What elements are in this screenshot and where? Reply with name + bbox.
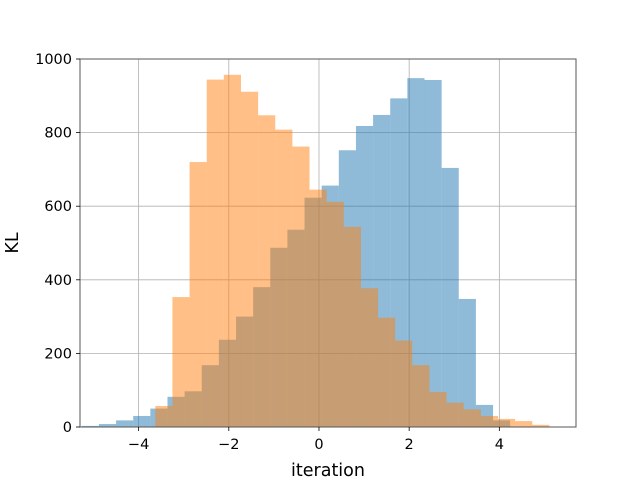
histogram-bar-series-2 bbox=[463, 409, 481, 427]
x-tick-label: 4 bbox=[495, 437, 504, 453]
histogram-bar-series-2 bbox=[240, 91, 259, 427]
histogram-bar-series-2 bbox=[223, 74, 241, 427]
histogram-bar-series-2 bbox=[189, 162, 207, 428]
histogram-bar-series-2 bbox=[395, 340, 413, 427]
histogram-bar-series-2 bbox=[497, 418, 516, 427]
histogram-bar-series-2 bbox=[429, 392, 447, 427]
histogram-bar-series-1 bbox=[458, 298, 476, 427]
histogram-bar-series-2 bbox=[292, 146, 310, 428]
histogram-bar-series-2 bbox=[275, 129, 293, 427]
histogram-bar-series-1 bbox=[81, 425, 99, 427]
y-tick-label: 600 bbox=[44, 199, 72, 215]
y-axis-label: KL bbox=[3, 232, 23, 253]
histogram-bar-series-2 bbox=[378, 317, 396, 427]
y-tick-label: 800 bbox=[44, 126, 72, 142]
histogram-bar-series-1 bbox=[116, 420, 134, 427]
histogram-bar-series-2 bbox=[206, 79, 224, 427]
histogram-bars bbox=[81, 74, 550, 428]
histogram-bar-series-2 bbox=[309, 189, 327, 427]
histogram-bar-series-2 bbox=[326, 201, 344, 427]
x-tick-label: 2 bbox=[405, 437, 414, 453]
histogram-bar-series-2 bbox=[515, 421, 533, 427]
y-tick-label: 400 bbox=[44, 273, 72, 289]
x-tick-label: −4 bbox=[128, 437, 149, 453]
histogram-bar-series-1 bbox=[133, 415, 151, 427]
histogram-bar-series-2 bbox=[155, 406, 173, 427]
y-tick-label: 1000 bbox=[35, 52, 72, 68]
histogram-bar-series-2 bbox=[480, 415, 498, 427]
y-tick-label: 0 bbox=[63, 420, 72, 436]
histogram-bar-series-1 bbox=[441, 167, 459, 428]
x-tick-label: −2 bbox=[218, 437, 239, 453]
plot-frame bbox=[79, 58, 577, 428]
x-tick-label: 0 bbox=[314, 437, 323, 453]
histogram-bar-series-1 bbox=[424, 79, 442, 427]
histogram-bar-series-2 bbox=[412, 365, 430, 427]
histogram-bar-series-1 bbox=[407, 78, 425, 428]
histogram-bar-series-1 bbox=[98, 424, 117, 427]
axis-ticks: −4 −2 0 2 4 0 200 400 600 800 1000 bbox=[35, 52, 504, 453]
histogram-bar-series-2 bbox=[343, 226, 361, 427]
y-tick-label: 200 bbox=[44, 346, 72, 362]
x-axis-label: iteration bbox=[291, 461, 365, 480]
histogram-bar-series-2 bbox=[532, 424, 550, 427]
histogram-bar-series-2 bbox=[172, 297, 190, 427]
histogram-bar-series-2 bbox=[258, 115, 276, 427]
histogram-bar-series-2 bbox=[360, 288, 379, 427]
histogram-bar-series-2 bbox=[446, 402, 464, 427]
